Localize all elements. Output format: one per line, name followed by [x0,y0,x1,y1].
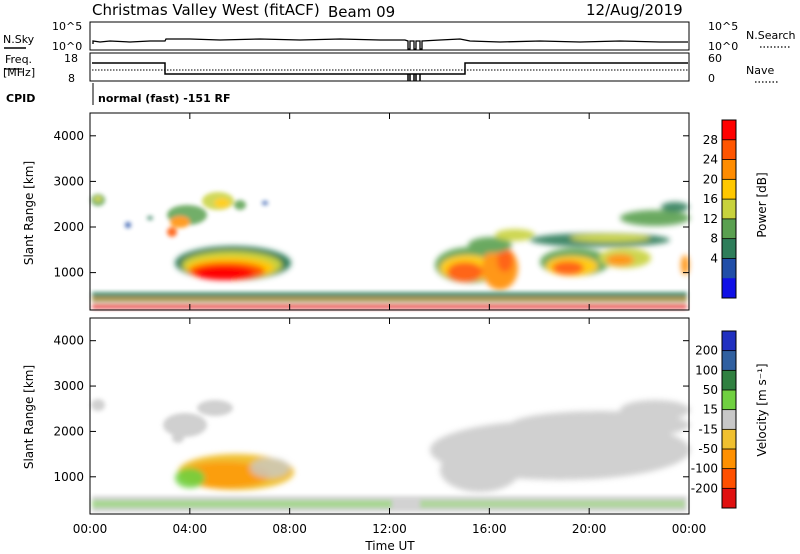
colorbar-swatch [722,179,736,200]
colorbar-swatch [722,409,736,430]
colorbar-swatch [722,468,736,489]
x-axis-label: Time UT [364,539,415,553]
y-tick-label: 2000 [53,424,84,438]
velocity-colorbar: 200 100 50 15 -15 -50 -100 -200 [691,330,737,509]
velocity-colorbar-label: Velocity [m s⁻¹] [755,363,769,456]
nsky-trace [92,38,688,50]
power-colorbar-label: Power [dB] [755,172,769,237]
velocity-ylabel: Slant Range [km] [22,365,36,469]
colorbar-swatch [722,258,736,279]
freq-label-1: Freq. [5,53,32,66]
power-panel: 4000 3000 2000 1000 Slant Range [km] [22,112,690,311]
cpid-label: CPID [6,92,35,105]
freq-tick-bottom: 8 [68,72,75,85]
colorbar-tick-label: 24 [703,153,718,167]
nave-label: Nave [746,64,774,77]
y-tick-label: 4000 [53,129,84,143]
nave-tick-top: 60 [708,52,722,65]
y-tick-label: 3000 [53,174,84,188]
velocity-panel: 00:00 04:00 08:00 12:00 16:00 20:00 00:00 4000… [22,317,707,553]
power-yticks: 4000 3000 2000 1000 [53,129,689,280]
nsearch-tick-bottom: 10^0 [708,40,738,53]
colorbar-frame [721,330,737,509]
velocity-echoes [91,399,690,512]
velocity-yticks: 4000 3000 2000 1000 [53,334,689,484]
colorbar-tick-label: -50 [698,442,718,456]
colorbar-tick-label: 200 [695,344,718,358]
y-tick-label: 4000 [53,334,84,348]
colorbar-swatch [722,429,736,450]
x-tick-label: 08:00 [272,522,307,536]
colorbar-swatch [722,390,736,411]
nsky-tick-top: 10^5 [52,20,82,33]
y-tick-label: 1000 [53,266,84,280]
freq-gaps [407,74,421,81]
colorbar-swatch [722,449,736,470]
nsearch-label: N.Search [746,29,796,42]
freq-trace [92,62,688,75]
y-tick-label: 1000 [53,470,84,484]
colorbar-tick-label: 8 [710,232,718,246]
colorbar-swatch [722,238,736,259]
colorbar-tick-label: 20 [703,172,718,186]
nsearch-tick-top: 10^5 [708,20,738,33]
freq-strip: Freq. [MHz] 18 8 60 0 Nave [3,52,778,85]
power-colorbar: 28 24 20 16 12 8 4 [703,119,737,299]
colorbar-swatch [722,120,736,141]
colorbar-swatch [722,278,736,299]
x-tick-label: 12:00 [372,522,407,536]
colorbar-swatch [722,350,736,371]
colorbar-swatch [722,199,736,220]
freq-tick-top: 18 [64,52,78,65]
nave-tick-bottom: 0 [708,72,715,85]
colorbar-tick-label: 100 [695,363,718,377]
colorbar-tick-label: 4 [710,251,718,265]
station-title: Christmas Valley West (fitACF) [92,1,320,19]
colorbar-swatch [722,370,736,391]
colorbar-tick-label: -100 [691,462,718,476]
y-tick-label: 3000 [53,379,84,393]
colorbar-swatch [722,218,736,240]
colorbar-tick-label: -200 [691,481,718,495]
colorbar-tick-label: 15 [703,403,718,417]
x-tick-label: 16:00 [472,522,507,536]
date-label: 12/Aug/2019 [586,1,683,19]
nsky-label: N.Sky [3,33,35,46]
power-xticks [89,113,690,310]
power-ylabel: Slant Range [km] [22,161,36,265]
colorbar-frame [721,119,737,299]
colorbar-tick-label: 12 [703,212,718,226]
beam-label: Beam 09 [328,3,395,21]
x-tick-label: 00:00 [672,522,707,536]
freq-label-2: [MHz] [3,66,35,79]
colorbar-tick-label: 50 [703,383,718,397]
colorbar-swatch [722,488,736,509]
velocity-xticks: 00:00 04:00 08:00 12:00 16:00 20:00 00:00 [73,318,707,536]
cpid-value: normal (fast) -151 RF [98,92,231,105]
x-tick-label: 00:00 [73,522,108,536]
colorbar-tick-label: 16 [703,192,718,206]
colorbar-swatch [722,331,736,352]
colorbar-swatch [722,159,736,180]
colorbar-swatch [722,139,736,161]
y-tick-label: 2000 [53,220,84,234]
nsky-strip: N.Sky 10^5 10^0 10^5 10^0 N.Search [3,20,796,53]
x-tick-label: 20:00 [572,522,607,536]
power-echoes [91,192,690,309]
colorbar-tick-label: 28 [703,133,718,147]
x-tick-label: 04:00 [173,522,208,536]
colorbar-tick-label: -15 [698,422,718,436]
nsky-tick-bottom: 10^0 [52,40,82,53]
